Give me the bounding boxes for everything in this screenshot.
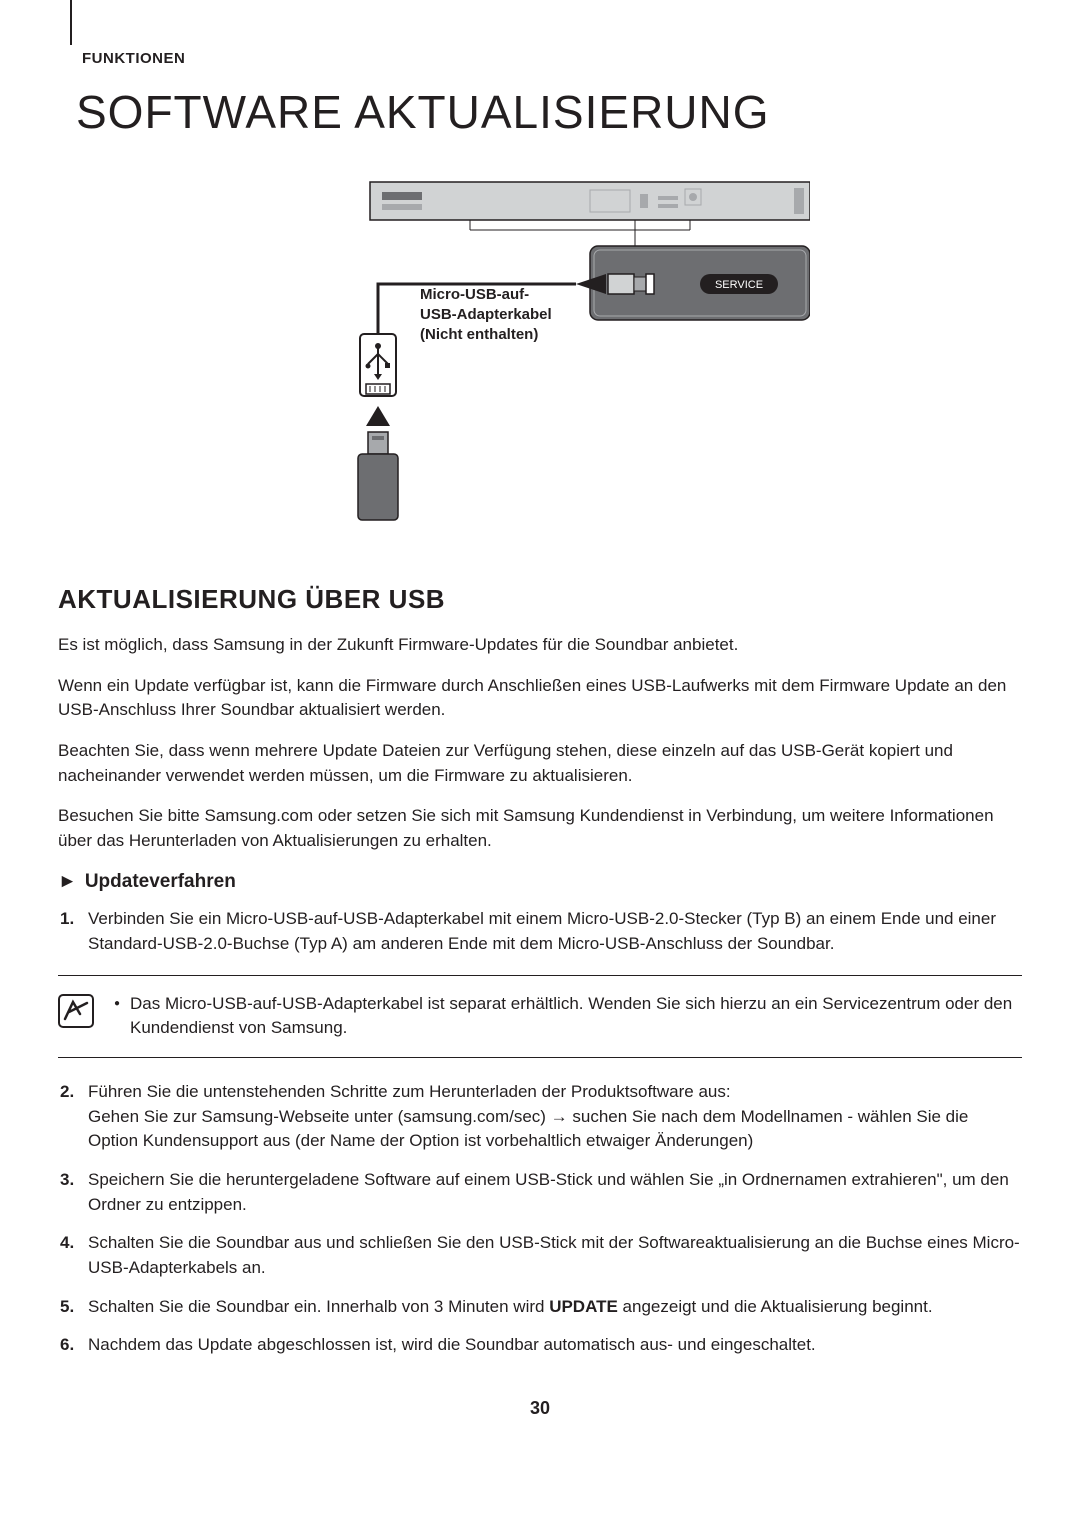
step-5: Schalten Sie die Soundbar ein. Innerhalb… — [58, 1295, 1022, 1320]
note-icon — [58, 994, 94, 1033]
note-content: Das Micro-USB-auf-USB-Adapterkabel ist s… — [114, 992, 1022, 1041]
connection-diagram: SERVICE Micro- — [270, 174, 810, 534]
step-6: Nachdem das Update abgeschlossen ist, wi… — [58, 1333, 1022, 1358]
page-number: 30 — [58, 1398, 1022, 1419]
service-label: SERVICE — [715, 279, 763, 291]
note-box: Das Micro-USB-auf-USB-Adapterkabel ist s… — [58, 975, 1022, 1058]
step-4: Schalten Sie die Soundbar aus und schlie… — [58, 1231, 1022, 1280]
paragraph-2: Wenn ein Update verfügbar ist, kann die … — [58, 674, 1022, 723]
paragraph-4: Besuchen Sie bitte Samsung.com oder setz… — [58, 804, 1022, 853]
breadcrumb: FUNKTIONEN — [82, 50, 1022, 67]
step-1: Verbinden Sie ein Micro-USB-auf-USB-Adap… — [58, 907, 1022, 956]
procedure-heading-text: Updateverfahren — [85, 871, 236, 892]
adapter-label-2: USB-Adapterkabel — [420, 306, 552, 323]
update-label: UPDATE — [549, 1297, 618, 1316]
paragraph-3: Beachten Sie, dass wenn mehrere Update D… — [58, 739, 1022, 788]
play-icon: ► — [58, 871, 77, 893]
procedure-list-cont: Führen Sie die untenstehenden Schritte z… — [58, 1080, 1022, 1358]
adapter-label-1: Micro-USB-auf- — [420, 286, 529, 303]
page-title: SOFTWARE AKTUALISIERUNG — [76, 85, 1022, 139]
vertical-rule — [70, 0, 72, 45]
procedure-heading: ► Updateverfahren — [58, 871, 1022, 893]
step-3: Speichern Sie die heruntergeladene Softw… — [58, 1168, 1022, 1217]
procedure-list: Verbinden Sie ein Micro-USB-auf-USB-Adap… — [58, 907, 1022, 956]
paragraph-1: Es ist möglich, dass Samsung in der Zuku… — [58, 633, 1022, 658]
step-2: Führen Sie die untenstehenden Schritte z… — [58, 1080, 1022, 1154]
adapter-label-3: (Nicht enthalten) — [420, 326, 538, 343]
note-text: Das Micro-USB-auf-USB-Adapterkabel ist s… — [114, 992, 1022, 1041]
section-title: AKTUALISIERUNG ÜBER USB — [58, 584, 1022, 615]
